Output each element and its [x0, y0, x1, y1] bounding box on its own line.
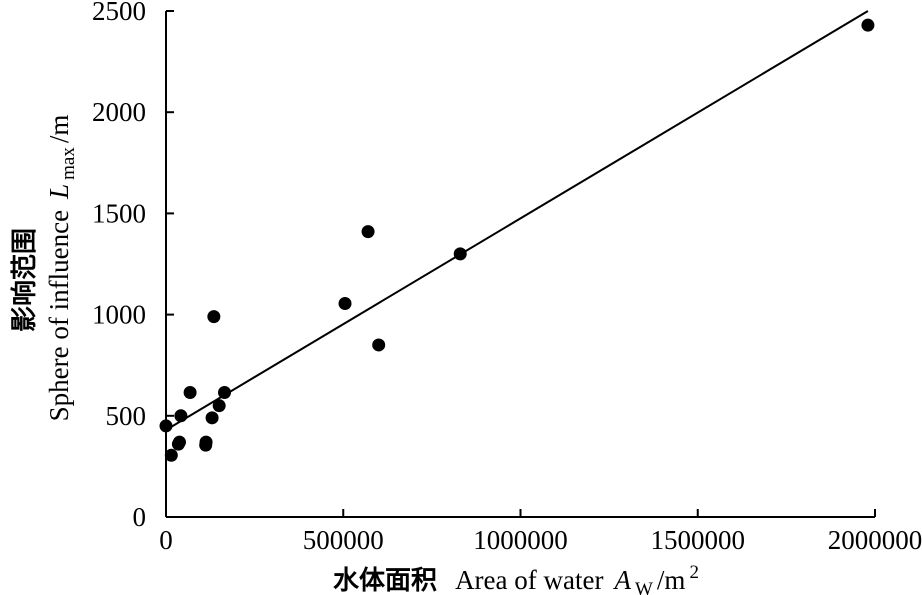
data-point	[159, 419, 173, 433]
data-point	[183, 386, 197, 400]
data-points	[159, 18, 875, 462]
y-axis-label-cn: 影响范围	[9, 228, 40, 332]
data-point	[172, 435, 186, 449]
x-tick-label: 1500000	[651, 525, 746, 555]
data-point	[453, 247, 467, 261]
y-tick-label: 2000	[92, 97, 146, 127]
data-point	[164, 448, 178, 462]
x-ticks: 0 500000 1000000 1500000 2000000	[159, 509, 922, 555]
x-axis-label-symbol-sub: W	[635, 579, 653, 595]
y-axis-label-text: Sphere of influence	[44, 210, 74, 421]
axes	[165, 11, 875, 518]
trendline-group	[165, 10, 869, 431]
data-point	[212, 399, 226, 413]
trendline	[165, 10, 869, 431]
data-point	[372, 338, 386, 352]
x-tick-label: 0	[159, 525, 173, 555]
x-axis-label-cn: 水体面积	[333, 566, 437, 595]
x-axis-label: 水体面积 Area of water A W /m 2	[333, 562, 699, 595]
y-tick-label: 2500	[92, 0, 146, 26]
y-ticks: 0 500 1000 1500 2000 2500	[92, 0, 174, 532]
y-axis-label-symbol-sub: max	[58, 147, 79, 180]
data-point	[217, 386, 231, 400]
y-axis-label-en: Sphere of influence L max /m	[44, 115, 79, 422]
x-tick-label: 2000000	[828, 525, 922, 555]
data-point	[361, 225, 375, 239]
x-axis-label-en: Area of water	[455, 565, 603, 595]
y-tick-label: 0	[133, 502, 147, 532]
data-point	[199, 435, 213, 449]
y-tick-label: 1000	[92, 300, 146, 330]
data-point	[205, 411, 219, 425]
y-tick-label: 500	[106, 401, 147, 431]
x-axis-label-unit-sup: 2	[689, 562, 699, 583]
x-tick-label: 500000	[303, 525, 384, 555]
data-point	[338, 296, 352, 310]
x-tick-label: 1000000	[473, 525, 568, 555]
y-tick-label: 1500	[92, 198, 146, 228]
y-axis-label-unit: /m	[44, 115, 74, 144]
x-axis-label-unit: /m	[657, 565, 686, 595]
x-axis-label-symbol: A	[612, 565, 631, 595]
y-axis-label-symbol: L	[44, 184, 74, 200]
data-point	[207, 310, 221, 324]
data-point	[174, 409, 188, 423]
data-point	[861, 18, 875, 32]
